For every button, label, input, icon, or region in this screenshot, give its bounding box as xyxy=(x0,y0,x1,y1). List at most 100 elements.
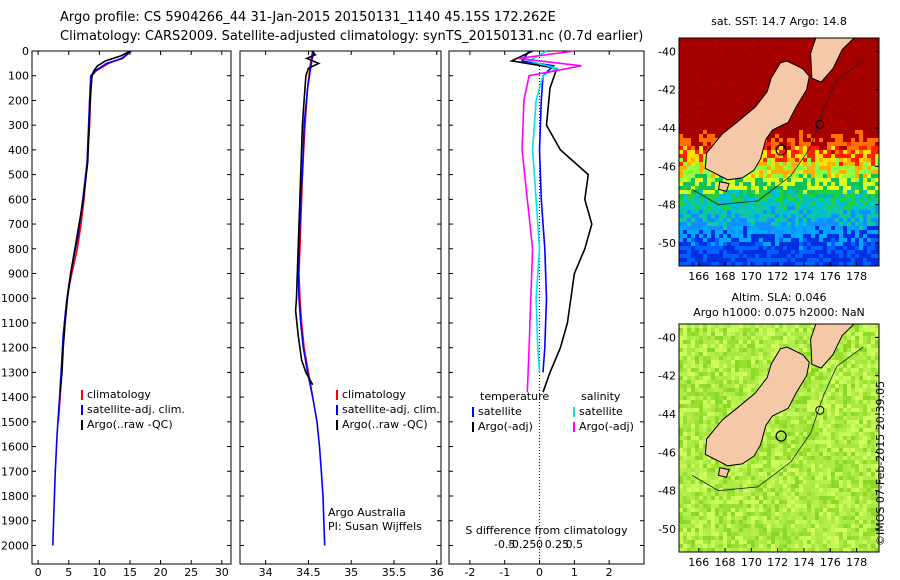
sst-map-cell xyxy=(875,38,879,42)
sst-map-cell xyxy=(679,226,683,230)
sst-map-cell xyxy=(823,206,827,210)
sst-map-cell xyxy=(715,50,719,54)
sla-map-cell xyxy=(747,380,751,384)
sst-map-cell xyxy=(779,50,783,54)
sst-map-cell xyxy=(747,222,751,226)
sst-map-cell xyxy=(811,194,815,198)
sla-map-cell xyxy=(743,372,747,376)
sla-map-cell xyxy=(851,324,855,328)
sla-map-cell xyxy=(775,468,779,472)
sst-map-cell xyxy=(871,114,875,118)
sla-map-cell xyxy=(855,360,859,364)
sst-map-cell xyxy=(851,194,855,198)
sst-map-cell xyxy=(855,138,859,142)
sla-map-cell xyxy=(759,456,763,460)
difference-series-3 xyxy=(518,50,582,393)
sla-map-cell xyxy=(847,392,851,396)
sst-map-cell xyxy=(751,78,755,82)
sst-map-cell xyxy=(731,234,735,238)
sla-map-cell xyxy=(823,412,827,416)
sla-map-cell xyxy=(871,348,875,352)
sst-map-cell xyxy=(735,82,739,86)
sst-map-cell xyxy=(835,246,839,250)
sst-map-cell xyxy=(843,258,847,262)
sst-map-cell xyxy=(731,250,735,254)
sla-map-cell xyxy=(691,356,695,360)
sla-map-cell xyxy=(767,432,771,436)
x-tick-label: -2 xyxy=(464,566,475,579)
sst-map-cell xyxy=(851,146,855,150)
sst-map-cell xyxy=(839,130,843,134)
sst-map-cell xyxy=(855,54,859,58)
sst-map-cell xyxy=(803,246,807,250)
sst-map-cell xyxy=(823,78,827,82)
sst-map-cell xyxy=(747,262,751,266)
sst-map-cell xyxy=(847,190,851,194)
sla-map-cell xyxy=(699,432,703,436)
sst-map-cell xyxy=(839,146,843,150)
sla-map-cell xyxy=(771,452,775,456)
depth-tick-label: 1000 xyxy=(1,292,29,305)
sla-map-cell xyxy=(763,356,767,360)
sst-map-cell xyxy=(867,226,871,230)
sst-map-cell xyxy=(683,210,687,214)
sla-map-cell xyxy=(683,432,687,436)
sst-map-cell xyxy=(871,250,875,254)
sst-map-cell xyxy=(739,102,743,106)
sst-map-cell xyxy=(811,82,815,86)
sst-map-cell xyxy=(827,194,831,198)
sst-map-cell xyxy=(859,146,863,150)
sst-map-cell xyxy=(699,194,703,198)
sst-map-cell xyxy=(679,82,683,86)
sla-map-cell xyxy=(735,376,739,380)
sst-map-cell xyxy=(703,118,707,122)
sst-map-cell xyxy=(815,230,819,234)
sla-map-cell xyxy=(811,428,815,432)
sla-map-cell xyxy=(843,428,847,432)
sst-map-cell xyxy=(691,214,695,218)
sst-map-cell xyxy=(723,230,727,234)
sst-map-cell xyxy=(843,190,847,194)
sla-map-cell xyxy=(875,432,879,436)
sla-map-cell xyxy=(711,348,715,352)
sla-map-cell xyxy=(819,440,823,444)
sla-map-cell xyxy=(823,392,827,396)
sst-map-cell xyxy=(863,98,867,102)
sst-map-cell xyxy=(763,178,767,182)
sla-map-cell xyxy=(783,340,787,344)
sst-map-cell xyxy=(723,226,727,230)
sla-map-cell xyxy=(819,460,823,464)
sst-map-cell xyxy=(711,78,715,82)
sla-map-cell xyxy=(703,380,707,384)
sst-map-cell xyxy=(859,234,863,238)
sla-map-cell xyxy=(691,460,695,464)
sst-map-cell xyxy=(679,142,683,146)
sst-map-cell xyxy=(823,214,827,218)
depth-tick-label: 300 xyxy=(8,119,29,132)
sla-map-cell xyxy=(703,340,707,344)
sst-map-cell xyxy=(827,154,831,158)
sla-map-cell xyxy=(855,392,859,396)
sst-map-cell xyxy=(747,102,751,106)
sst-map-cell xyxy=(715,210,719,214)
sla-map-cell xyxy=(867,388,871,392)
sst-map-cell xyxy=(767,254,771,258)
sst-map-cell xyxy=(787,186,791,190)
sst-map-cell xyxy=(863,126,867,130)
sst-map-cell xyxy=(783,166,787,170)
sst-map-cell xyxy=(859,226,863,230)
sst-map-cell xyxy=(835,206,839,210)
sst-map-cell xyxy=(783,158,787,162)
sst-map-cell xyxy=(823,150,827,154)
sst-map-cell xyxy=(827,254,831,258)
sst-map-cell xyxy=(711,178,715,182)
sla-map-cell xyxy=(827,380,831,384)
sst-map-cell xyxy=(715,42,719,46)
sla-map-cell xyxy=(863,436,867,440)
sst-map-cell xyxy=(707,198,711,202)
sst-map-cell xyxy=(871,158,875,162)
sst-map-cell xyxy=(831,234,835,238)
sla-map-cell xyxy=(871,328,875,332)
sst-map-cell xyxy=(739,234,743,238)
sla-map-cell xyxy=(735,368,739,372)
